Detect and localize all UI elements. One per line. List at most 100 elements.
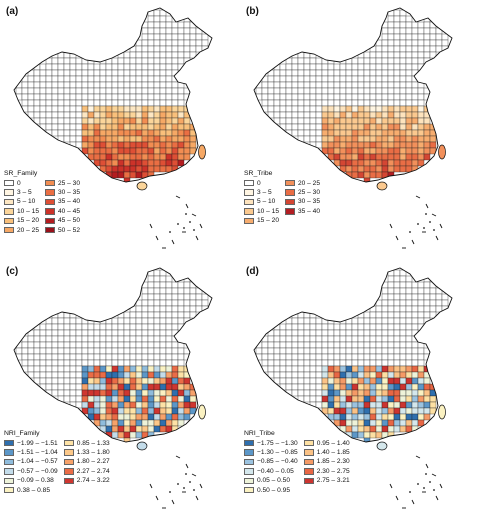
grid-cell bbox=[345, 419, 353, 427]
grid-cell bbox=[399, 335, 407, 343]
grid-cell bbox=[267, 87, 275, 95]
grid-cell bbox=[159, 45, 167, 53]
grid-cell bbox=[135, 407, 143, 415]
grid-cell bbox=[135, 365, 143, 373]
grid-cell bbox=[99, 93, 107, 101]
grid-cell bbox=[417, 111, 425, 119]
grid-cell bbox=[27, 335, 35, 343]
grid-cell bbox=[333, 87, 341, 95]
grid-cell bbox=[393, 383, 401, 391]
grid-cell bbox=[105, 147, 113, 155]
legend-item: 20 – 25 bbox=[4, 226, 39, 234]
grid-cell bbox=[327, 383, 335, 391]
grid-cell bbox=[171, 123, 179, 131]
grid-cell bbox=[117, 135, 125, 143]
grid-cell bbox=[69, 371, 77, 379]
grid-cell bbox=[333, 93, 341, 101]
grid-cell bbox=[357, 129, 365, 137]
grid-cell bbox=[363, 135, 371, 143]
grid-cell bbox=[411, 141, 419, 149]
grid-cell bbox=[141, 371, 149, 379]
grid-cell bbox=[423, 135, 431, 143]
grid-cell bbox=[153, 63, 161, 71]
grid-cell bbox=[345, 401, 353, 409]
grid-cell bbox=[381, 75, 389, 83]
grid-cell bbox=[147, 383, 155, 391]
grid-cell bbox=[93, 323, 101, 331]
grid-cell bbox=[429, 45, 437, 53]
grid-cell bbox=[387, 45, 395, 53]
legend-item: 30 – 35 bbox=[45, 188, 80, 196]
grid-cell bbox=[69, 359, 77, 367]
grid-cell bbox=[381, 129, 389, 137]
grid-cell bbox=[393, 407, 401, 415]
grid-cell bbox=[171, 81, 179, 89]
grid-cell bbox=[183, 117, 191, 125]
grid-cell bbox=[93, 377, 101, 385]
grid-cell bbox=[411, 371, 419, 379]
grid-cell bbox=[147, 117, 155, 125]
grid-cell bbox=[405, 33, 413, 41]
grid-cell bbox=[135, 159, 143, 167]
grid-cell bbox=[345, 117, 353, 125]
grid-cell bbox=[159, 377, 167, 385]
grid-cell bbox=[315, 63, 323, 71]
grid-cell bbox=[381, 347, 389, 355]
grid-cell bbox=[285, 75, 293, 83]
grid-cell bbox=[177, 407, 185, 415]
legend-label: 30 – 35 bbox=[58, 189, 80, 197]
grid-cell bbox=[399, 51, 407, 59]
grid-cell bbox=[285, 359, 293, 367]
grid-cell bbox=[153, 413, 161, 421]
grid-cell bbox=[153, 45, 161, 53]
grid-cell bbox=[387, 323, 395, 331]
grid-cell bbox=[399, 413, 407, 421]
grid-cell bbox=[135, 377, 143, 385]
grid-cell bbox=[63, 69, 71, 77]
grid-cell bbox=[363, 317, 371, 325]
grid-cell bbox=[51, 99, 59, 107]
grid-cell bbox=[375, 141, 383, 149]
grid-cell bbox=[99, 147, 107, 155]
grid-cell bbox=[387, 275, 395, 283]
grid-cell bbox=[63, 129, 71, 137]
grid-cell bbox=[171, 99, 179, 107]
grid-cell bbox=[405, 123, 413, 131]
grid-cell bbox=[417, 317, 425, 325]
grid-cell bbox=[351, 359, 359, 367]
grid-cell bbox=[147, 395, 155, 403]
grid-cell bbox=[105, 99, 113, 107]
grid-cell bbox=[147, 359, 155, 367]
legend-label: 35 – 40 bbox=[298, 207, 320, 215]
grid-cell bbox=[339, 105, 347, 113]
grid-cell bbox=[105, 413, 113, 421]
grid-cell bbox=[351, 111, 359, 119]
grid-cell bbox=[411, 51, 419, 59]
grid-cell bbox=[381, 147, 389, 155]
grid-cell bbox=[399, 141, 407, 149]
grid-cell bbox=[309, 111, 317, 119]
legend-swatch bbox=[4, 179, 14, 187]
grid-cell bbox=[159, 389, 167, 397]
grid-cell bbox=[339, 99, 347, 107]
grid-cell bbox=[117, 335, 125, 343]
grid-cell bbox=[123, 323, 131, 331]
grid-cell bbox=[399, 159, 407, 167]
grid-cell bbox=[135, 395, 143, 403]
grid-cell bbox=[129, 413, 137, 421]
grid-cell bbox=[111, 335, 119, 343]
grid-cell bbox=[99, 323, 107, 331]
grid-cell bbox=[387, 27, 395, 35]
grid-cell bbox=[345, 93, 353, 101]
grid-cell bbox=[165, 275, 173, 283]
grid-cell bbox=[315, 341, 323, 349]
grid-cell bbox=[153, 57, 161, 65]
grid-cell bbox=[393, 135, 401, 143]
grid-cell bbox=[291, 335, 299, 343]
grid-cell bbox=[345, 141, 353, 149]
grid-cell bbox=[399, 33, 407, 41]
grid-cell bbox=[429, 305, 437, 313]
grid-cell bbox=[75, 377, 83, 385]
legend-swatch bbox=[303, 439, 314, 447]
grid-cell bbox=[45, 87, 53, 95]
